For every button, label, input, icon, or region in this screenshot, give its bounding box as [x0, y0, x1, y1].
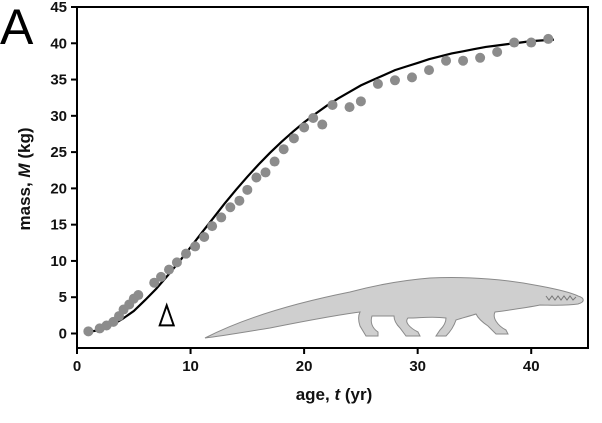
data-point [269, 156, 280, 167]
y-tick-label: 15 [50, 217, 67, 234]
data-point [424, 65, 435, 76]
data-point [299, 122, 310, 133]
data-point [260, 167, 271, 178]
y-tick-label: 40 [50, 35, 67, 52]
data-point [149, 277, 160, 288]
data-point [389, 75, 400, 86]
panel-label: A [0, 0, 34, 55]
x-axis-label-prefix: age, [296, 385, 335, 404]
y-axis-label-prefix: mass, [15, 178, 34, 231]
data-point [251, 172, 262, 183]
data-point [317, 119, 328, 130]
crocodile-body [204, 276, 584, 339]
x-tick-label: 30 [409, 358, 426, 375]
data-points-layer [83, 33, 554, 337]
crocodile-illustration [204, 276, 584, 339]
crocodile-teeth [545, 295, 577, 301]
data-point [207, 221, 218, 232]
data-point [171, 257, 182, 268]
tick-labels: 0 10 20 30 40 0 5 10 15 20 25 30 35 40 45 [50, 0, 539, 375]
data-point [492, 46, 503, 57]
data-point [543, 33, 554, 44]
data-point [406, 72, 417, 83]
x-tick-label: 20 [296, 358, 313, 375]
y-tick-label: 20 [50, 180, 67, 197]
x-axis-label-suffix: (yr) [340, 385, 372, 404]
data-point [181, 248, 192, 259]
x-tick-label: 0 [73, 358, 81, 375]
x-axis-label-var: t [334, 385, 341, 404]
data-point [216, 212, 227, 223]
x-axis-label: age, t (yr) [296, 385, 373, 404]
y-tick-label: 30 [50, 108, 67, 125]
data-point [278, 144, 289, 155]
data-point [133, 290, 144, 301]
data-point [225, 202, 236, 213]
data-point [355, 96, 366, 107]
data-point [344, 102, 355, 113]
data-point [190, 241, 201, 252]
y-tick-label: 45 [50, 0, 67, 16]
data-point [234, 195, 245, 206]
y-axis-label: mass, M (kg) [15, 128, 34, 231]
data-point [163, 264, 174, 275]
y-tick-label: 35 [50, 72, 67, 89]
y-tick-label: 0 [59, 325, 67, 342]
data-point [199, 231, 210, 242]
data-point [475, 52, 486, 63]
y-axis-label-var: M [15, 163, 34, 178]
data-point [526, 37, 537, 48]
data-point [242, 184, 253, 195]
data-point [308, 113, 319, 124]
y-tick-label: 5 [59, 289, 67, 306]
data-point [288, 133, 299, 144]
plot-frame [76, 6, 589, 349]
data-point [372, 78, 383, 89]
x-tick-label: 40 [523, 358, 540, 375]
marker-layer [158, 302, 176, 327]
data-point [509, 37, 520, 48]
y-tick-label: 25 [50, 144, 67, 161]
x-tick-label: 10 [182, 358, 199, 375]
data-point [458, 55, 469, 66]
data-point [156, 271, 167, 282]
y-axis-label-suffix: (kg) [15, 128, 34, 164]
axes [71, 6, 589, 354]
data-point [83, 326, 94, 337]
triangle-marker [158, 302, 176, 327]
data-point [441, 55, 452, 66]
y-tick-label: 10 [50, 253, 67, 270]
data-point [327, 99, 338, 110]
